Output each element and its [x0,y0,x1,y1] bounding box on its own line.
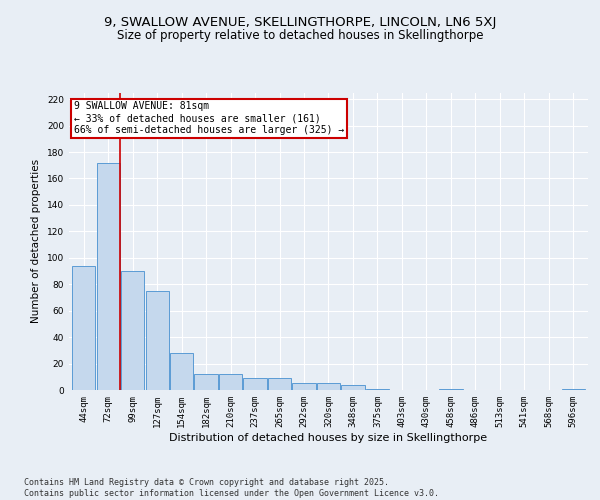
Bar [341,384,365,390]
Bar [146,291,169,390]
Bar [97,162,120,390]
Bar [439,388,463,390]
Bar [268,378,291,390]
Text: 9 SWALLOW AVENUE: 81sqm
← 33% of detached houses are smaller (161)
66% of semi-d: 9 SWALLOW AVENUE: 81sqm ← 33% of detache… [74,102,344,134]
Bar [72,266,95,390]
Bar [562,388,585,390]
Bar [292,384,316,390]
Text: 9, SWALLOW AVENUE, SKELLINGTHORPE, LINCOLN, LN6 5XJ: 9, SWALLOW AVENUE, SKELLINGTHORPE, LINCO… [104,16,496,29]
X-axis label: Distribution of detached houses by size in Skellingthorpe: Distribution of detached houses by size … [169,432,488,442]
Text: Size of property relative to detached houses in Skellingthorpe: Size of property relative to detached ho… [117,28,483,42]
Text: Contains HM Land Registry data © Crown copyright and database right 2025.
Contai: Contains HM Land Registry data © Crown c… [24,478,439,498]
Bar [366,388,389,390]
Bar [170,353,193,390]
Y-axis label: Number of detached properties: Number of detached properties [31,159,41,324]
Bar [194,374,218,390]
Bar [219,374,242,390]
Bar [244,378,266,390]
Bar [317,384,340,390]
Bar [121,271,144,390]
